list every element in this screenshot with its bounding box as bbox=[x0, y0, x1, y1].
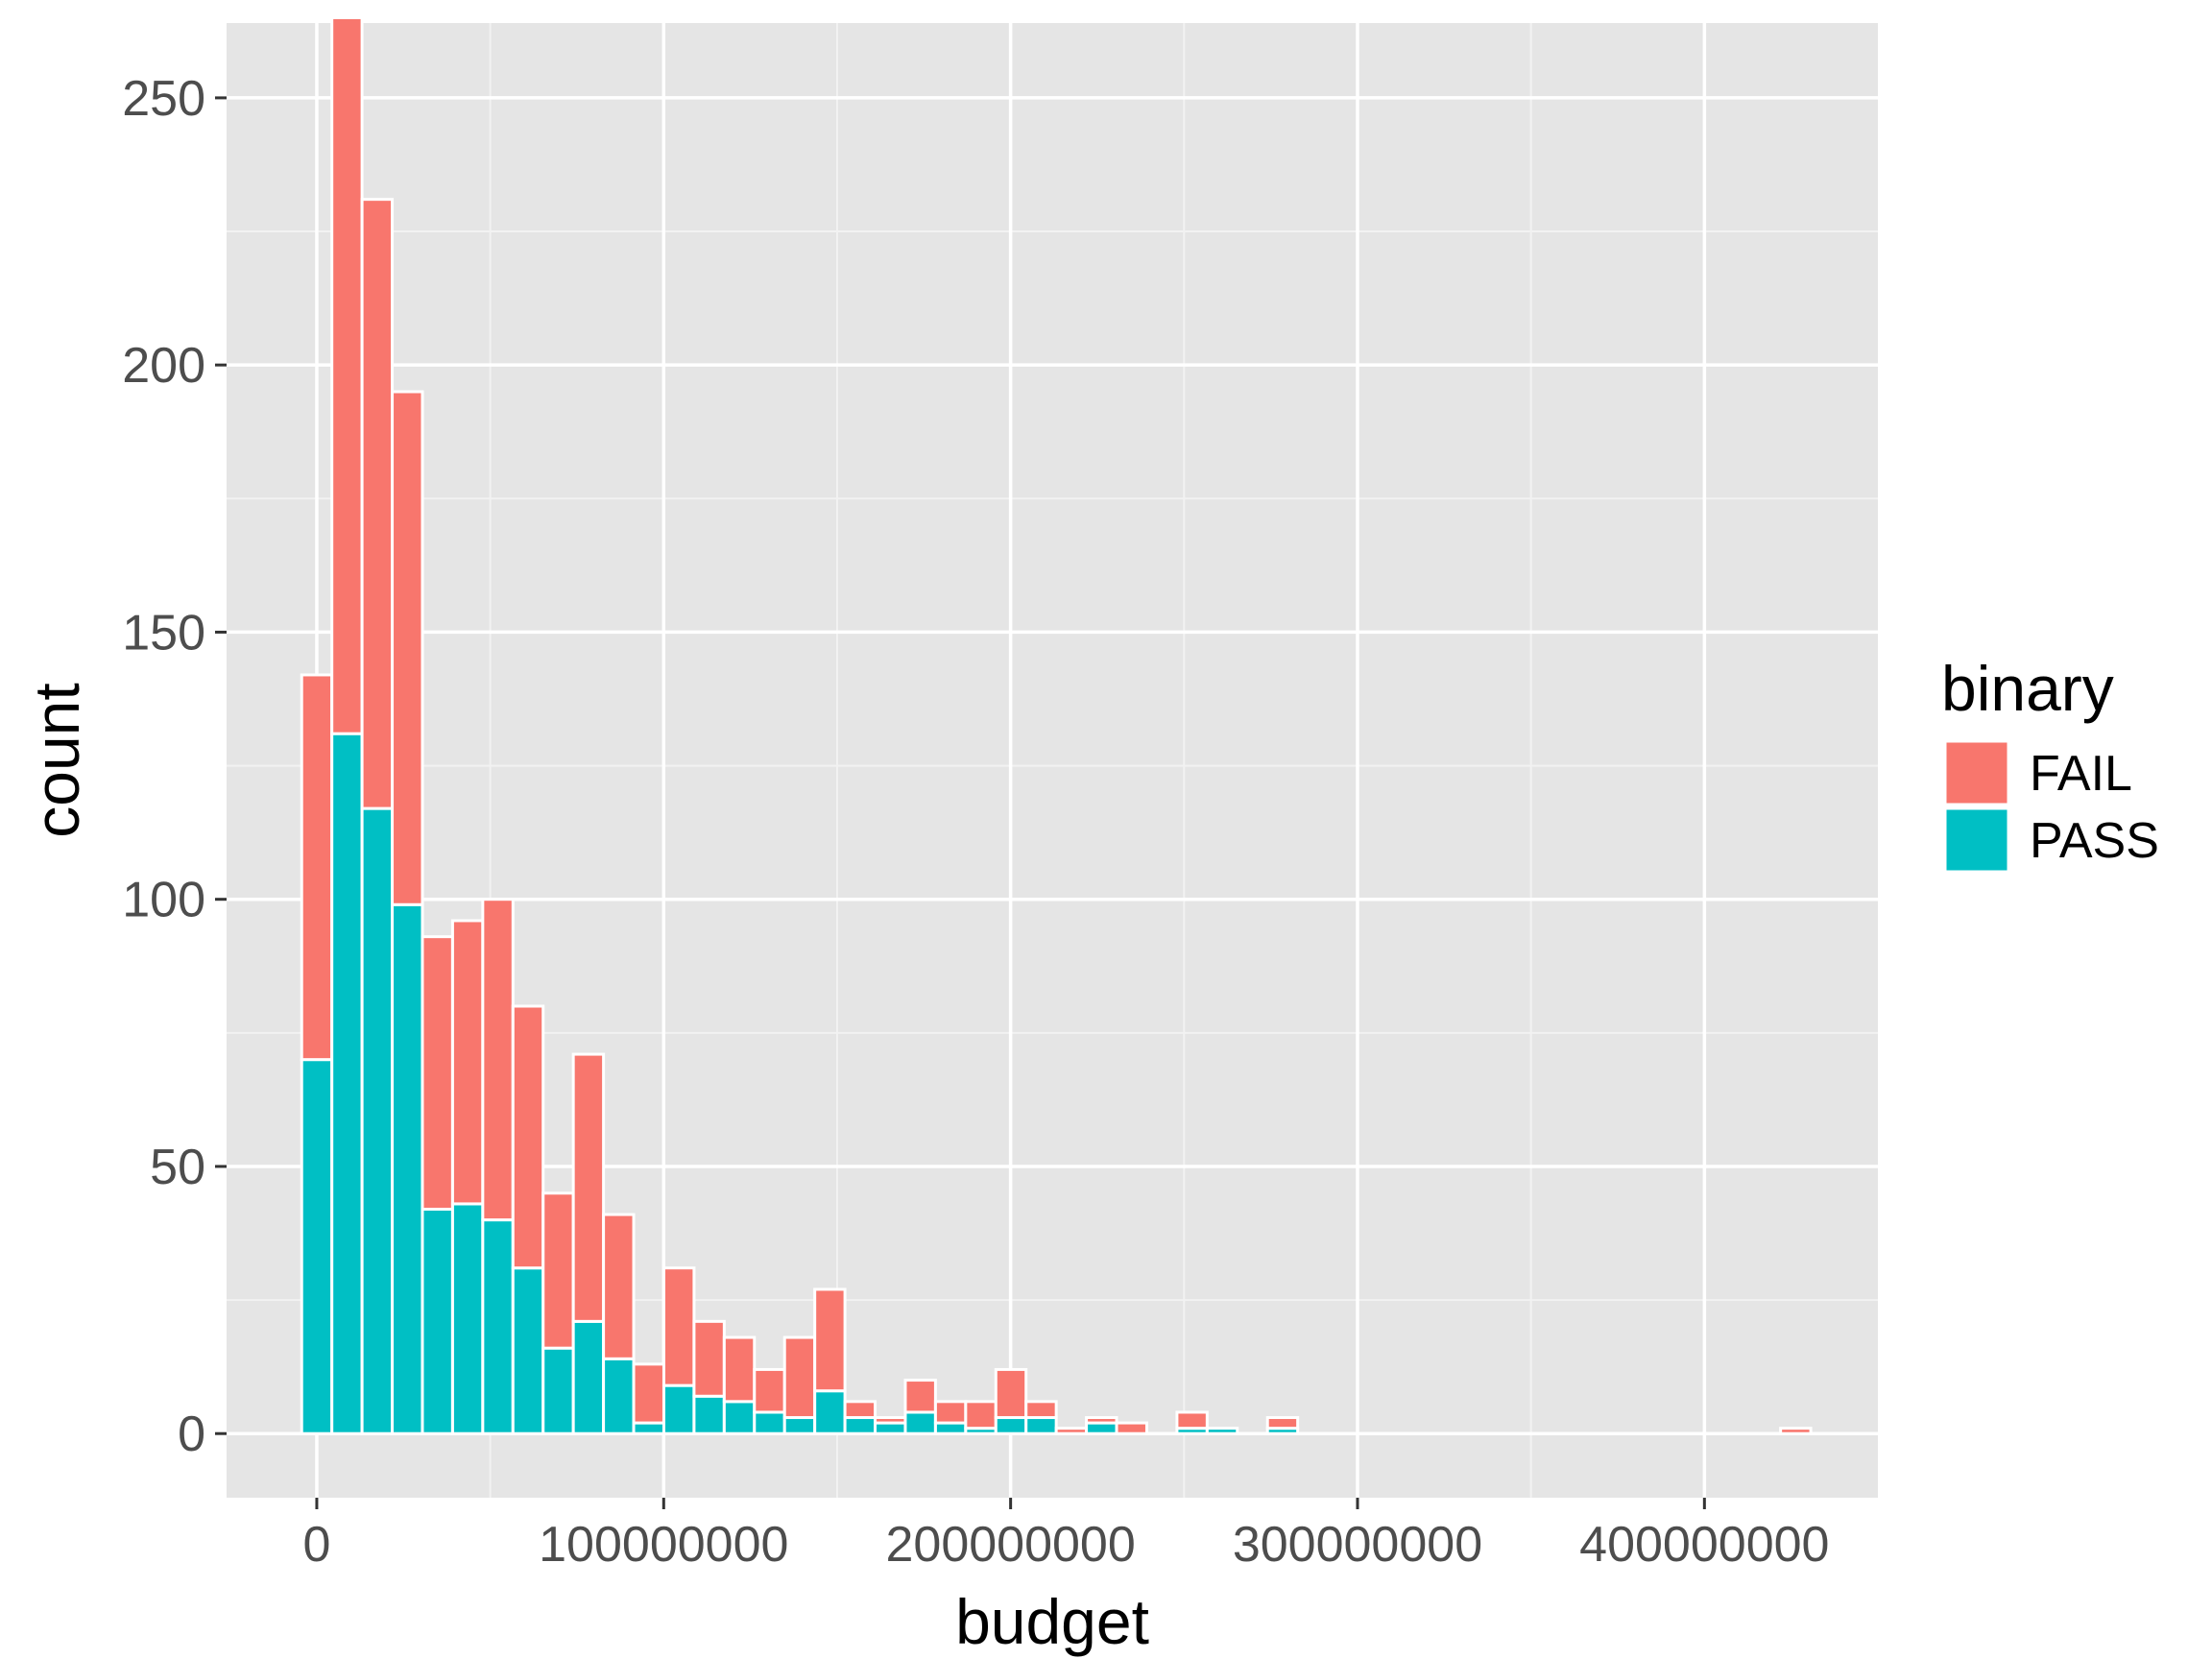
legend-label-pass: PASS bbox=[2030, 813, 2159, 869]
bar-fail bbox=[782, 1335, 817, 1420]
bar-pass bbox=[1085, 1421, 1118, 1435]
legend-title: binary bbox=[1941, 653, 2114, 724]
y-tick-label: 0 bbox=[178, 1407, 205, 1462]
bar-pass bbox=[602, 1357, 636, 1435]
bar-pass bbox=[541, 1346, 575, 1435]
x-axis: 0 100000000 200000000 300000000 400000000 bbox=[302, 1498, 1829, 1573]
bar-pass bbox=[421, 1207, 454, 1435]
y-axis: 0 50 100 150 200 250 bbox=[122, 71, 227, 1462]
bar-fail bbox=[874, 1416, 907, 1425]
bar-pass bbox=[360, 806, 395, 1435]
legend-key-fail bbox=[1943, 739, 2010, 806]
bar-fail bbox=[1085, 1416, 1118, 1425]
bar-fail bbox=[1779, 1427, 1813, 1435]
bar-fail bbox=[632, 1362, 665, 1425]
x-tick-label: 300000000 bbox=[1233, 1517, 1482, 1573]
bar-fail bbox=[571, 1052, 606, 1323]
bar-pass bbox=[782, 1416, 817, 1435]
bar-fail bbox=[330, 15, 364, 735]
bar-fail bbox=[813, 1287, 847, 1393]
bar-fail bbox=[843, 1400, 878, 1420]
bar-fail bbox=[300, 673, 334, 1062]
bar-fail bbox=[1265, 1416, 1300, 1431]
bar-fail bbox=[602, 1213, 636, 1360]
bar-pass bbox=[661, 1383, 696, 1435]
bar-pass bbox=[330, 732, 364, 1435]
bar-pass bbox=[1024, 1416, 1058, 1435]
bar-pass bbox=[843, 1416, 878, 1435]
bar-fail bbox=[661, 1266, 696, 1387]
y-tick-label: 250 bbox=[122, 71, 205, 127]
y-tick-label: 200 bbox=[122, 338, 205, 394]
bar-pass bbox=[571, 1319, 606, 1435]
bar-fail bbox=[753, 1367, 786, 1414]
bar-fail bbox=[450, 919, 485, 1206]
y-tick-label: 100 bbox=[122, 873, 205, 928]
bar-fail bbox=[360, 198, 395, 810]
x-tick-label: 0 bbox=[302, 1517, 330, 1573]
bar-fail bbox=[1054, 1427, 1089, 1435]
bars bbox=[300, 15, 1813, 1435]
bar-pass bbox=[450, 1202, 485, 1435]
bar-fail bbox=[1175, 1410, 1209, 1431]
bar-fail bbox=[722, 1335, 757, 1404]
bar-pass bbox=[300, 1058, 334, 1435]
bar-pass bbox=[753, 1410, 786, 1435]
bar-pass bbox=[874, 1421, 907, 1435]
bar-fail bbox=[903, 1379, 937, 1414]
bar-fail bbox=[692, 1319, 726, 1398]
bar-fail bbox=[1115, 1421, 1148, 1435]
legend-key-pass bbox=[1943, 806, 2010, 874]
bar-pass bbox=[722, 1400, 757, 1435]
bar-fail bbox=[1024, 1400, 1058, 1420]
legend: binary FAIL PASS bbox=[1941, 653, 2159, 874]
y-tick-label: 150 bbox=[122, 605, 205, 661]
x-axis-title: budget bbox=[955, 1586, 1149, 1657]
bar-pass bbox=[933, 1421, 968, 1435]
bar-fail bbox=[933, 1400, 968, 1425]
legend-label-fail: FAIL bbox=[2030, 746, 2132, 802]
bar-pass bbox=[692, 1394, 726, 1435]
bar-fail bbox=[511, 1004, 545, 1270]
bar-fail bbox=[481, 898, 515, 1222]
bar-pass bbox=[481, 1218, 515, 1435]
bar-pass bbox=[1205, 1427, 1239, 1435]
bar-pass bbox=[511, 1266, 545, 1435]
bar-pass bbox=[813, 1389, 847, 1435]
bar-fail bbox=[964, 1400, 998, 1431]
y-tick-label: 50 bbox=[150, 1140, 205, 1195]
bar-pass bbox=[903, 1410, 937, 1435]
y-axis-title: count bbox=[21, 683, 92, 837]
bar-fail bbox=[541, 1191, 575, 1350]
bar-pass bbox=[994, 1416, 1028, 1435]
bar-pass bbox=[391, 902, 424, 1435]
bar-fail bbox=[994, 1367, 1028, 1420]
bar-fail bbox=[391, 390, 424, 906]
x-tick-label: 100000000 bbox=[539, 1517, 788, 1573]
bar-fail bbox=[421, 935, 454, 1211]
x-tick-label: 400000000 bbox=[1579, 1517, 1829, 1573]
bar-pass bbox=[632, 1421, 665, 1435]
x-tick-label: 200000000 bbox=[885, 1517, 1135, 1573]
